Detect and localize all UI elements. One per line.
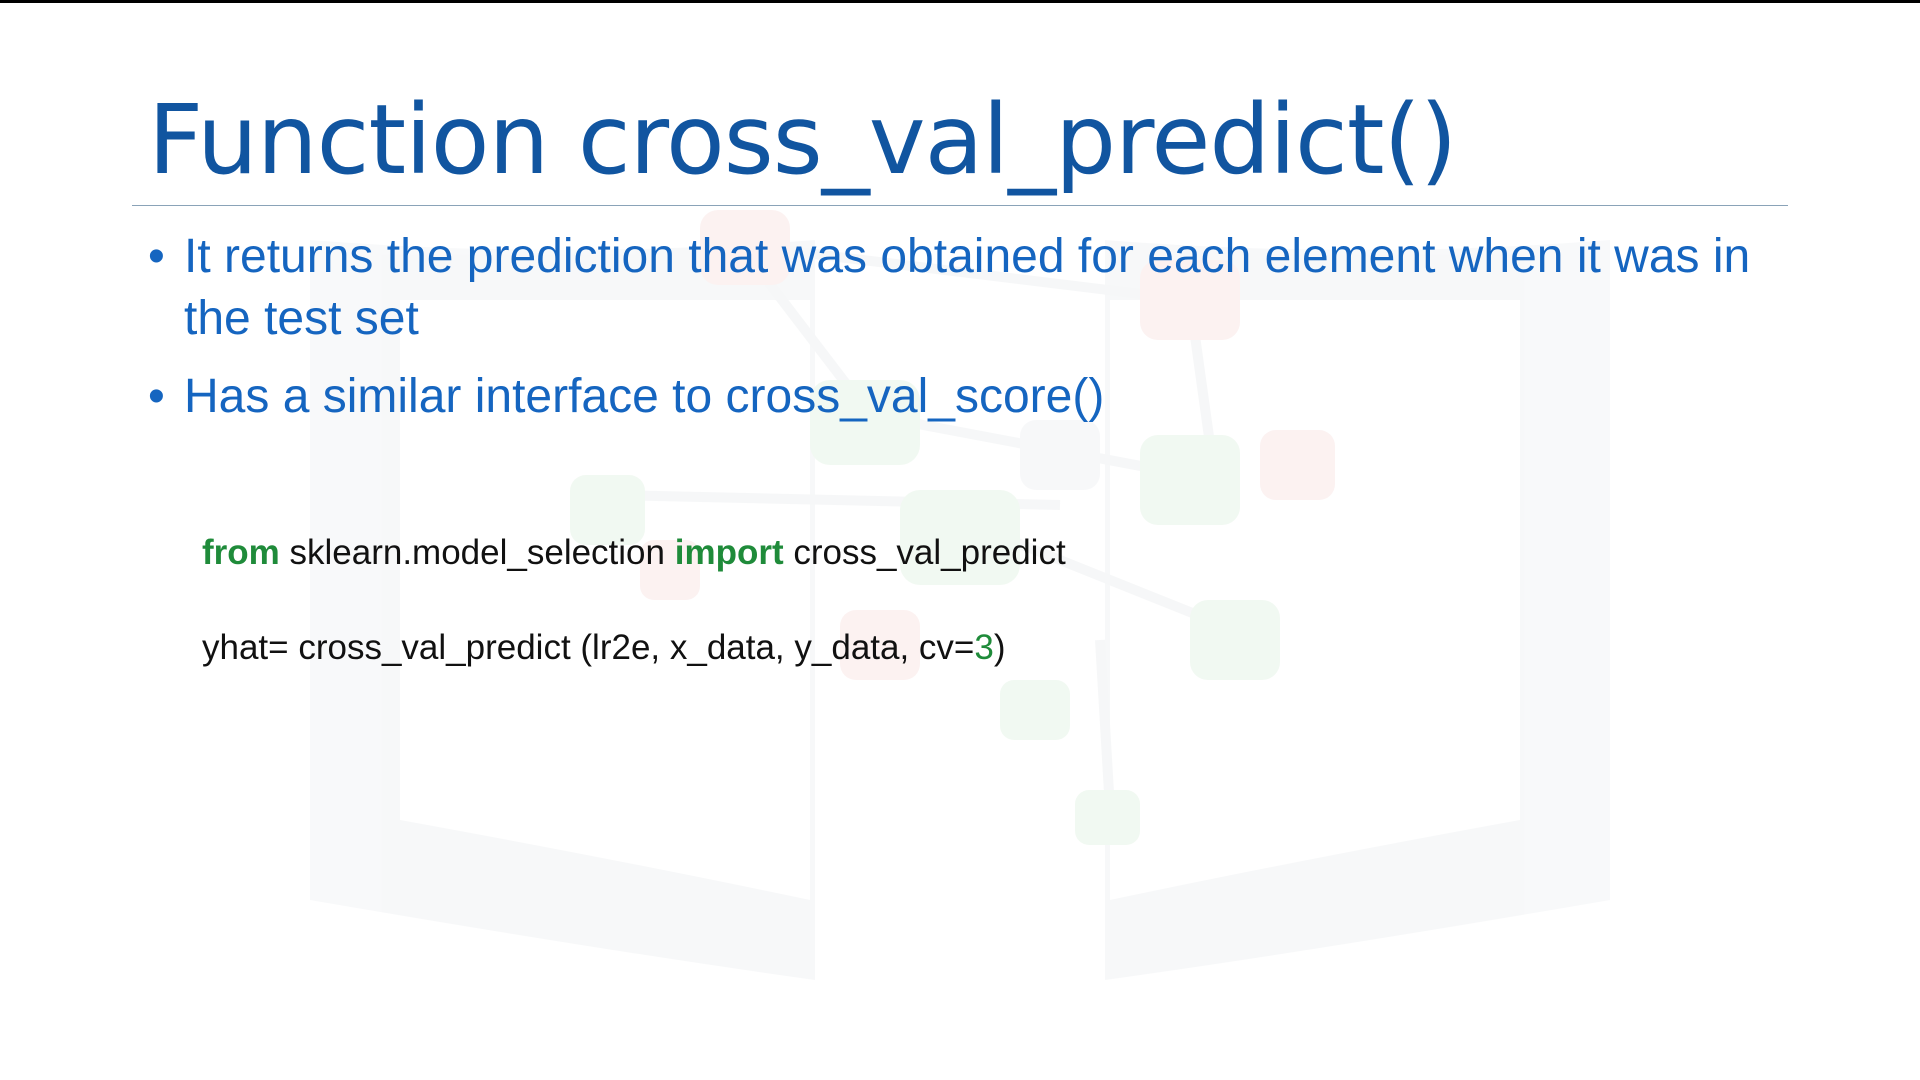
keyword-import: import [674, 533, 784, 572]
slide-title: Function cross_val_predict() [148, 84, 1457, 196]
bullet-text: Has a similar interface to cross_val_sco… [184, 370, 1105, 423]
top-border [0, 0, 1920, 3]
module-name: sklearn.model_selection [279, 533, 675, 572]
code-line-import: from sklearn.model_selection import cros… [202, 533, 1066, 573]
cv-number: 3 [974, 628, 994, 667]
imported-name: cross_val_predict [783, 533, 1066, 572]
bullet-text: It returns the prediction that was obtai… [184, 230, 1751, 345]
bullet-item: • It returns the prediction that was obt… [148, 226, 1768, 350]
title-divider [132, 205, 1788, 206]
code-line-call: yhat= cross_val_predict (lr2e, x_data, y… [202, 628, 1005, 668]
bullet-dot-icon: • [148, 370, 165, 423]
bullet-item: • Has a similar interface to cross_val_s… [148, 366, 1768, 428]
call-prefix: yhat= cross_val_predict (lr2e, x_data, y… [202, 628, 975, 667]
bullet-dot-icon: • [148, 230, 165, 283]
keyword-from: from [202, 533, 280, 572]
bullet-list: • It returns the prediction that was obt… [148, 226, 1768, 444]
call-suffix: ) [993, 628, 1006, 667]
